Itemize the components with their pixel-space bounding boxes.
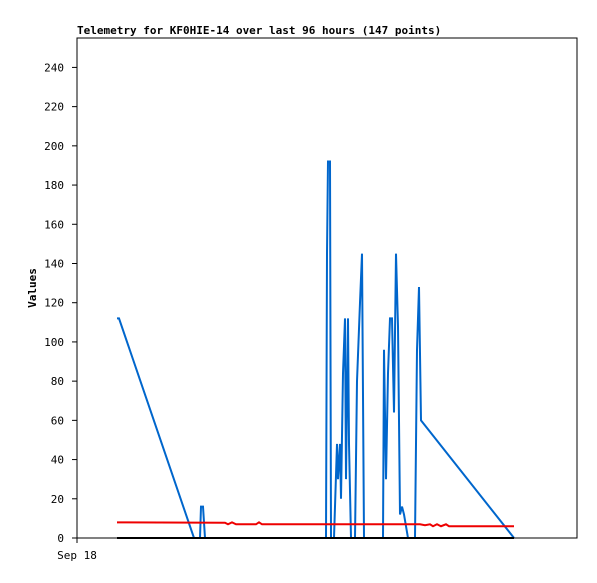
- y-tick-label: 80: [51, 375, 64, 388]
- y-tick-label: 0: [57, 532, 64, 545]
- y-tick-label: 120: [44, 297, 64, 310]
- y-tick-label: 40: [51, 454, 64, 467]
- x-tick-label: Sep 18: [57, 549, 97, 562]
- y-tick-label: 160: [44, 218, 64, 231]
- y-axis-label: Values: [26, 268, 39, 308]
- chart-title: Telemetry for KF0HIE-14 over last 96 hou…: [77, 24, 441, 37]
- y-tick-label: 200: [44, 140, 64, 153]
- y-tick-label: 20: [51, 493, 64, 506]
- y-tick-label: 240: [44, 61, 64, 74]
- y-tick-label: 220: [44, 101, 64, 114]
- series-line: [116, 521, 514, 528]
- y-tick-label: 60: [51, 414, 64, 427]
- y-tick-label: 140: [44, 257, 64, 270]
- y-tick-label: 100: [44, 336, 64, 349]
- series-line: [117, 160, 515, 539]
- y-tick-label: 180: [44, 179, 64, 192]
